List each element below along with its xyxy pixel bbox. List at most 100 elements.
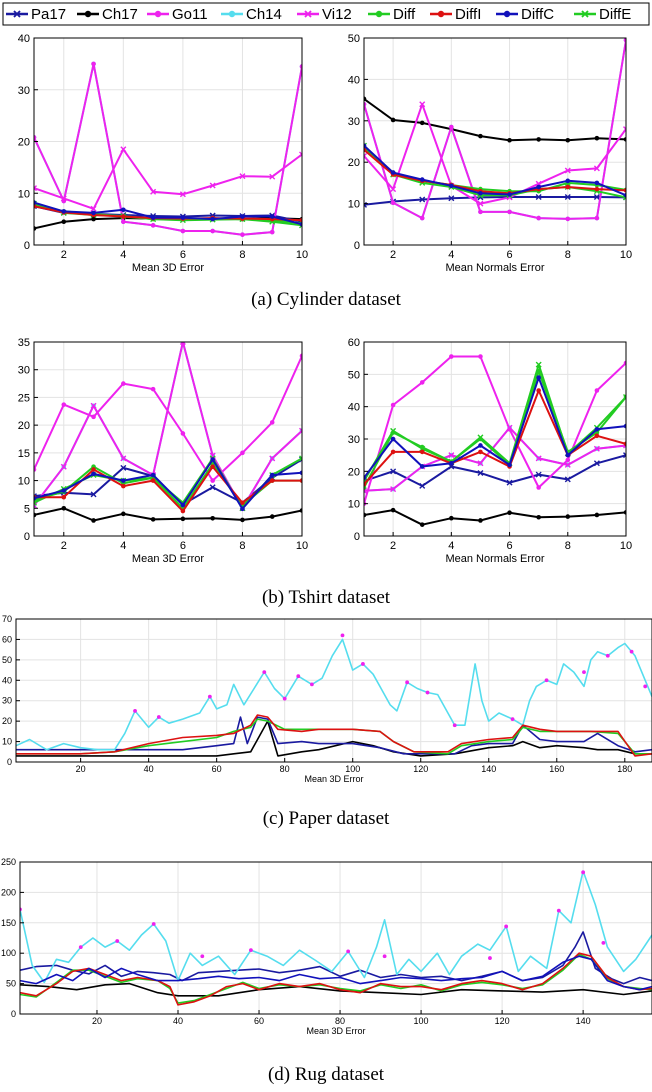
y-tick-label: 40 (2, 675, 12, 685)
data-point (60, 463, 67, 470)
data-point (536, 137, 541, 142)
data-point (180, 508, 186, 514)
series-diffi (364, 147, 626, 196)
data-point (61, 402, 67, 407)
legend-label: Go11 (172, 6, 208, 23)
y-tick-label: 10 (348, 199, 360, 211)
y-tick-label: 0 (354, 531, 360, 543)
axes-frame (33, 341, 303, 537)
data-point (535, 180, 542, 187)
data-point (364, 101, 367, 107)
data-point (91, 518, 96, 523)
series-diffc (34, 200, 302, 227)
data-point (419, 482, 426, 489)
data-point (121, 214, 126, 219)
series-ch14 (34, 61, 302, 237)
y-tick-label: 40 (18, 33, 30, 45)
legend-entry-pa17: Pa17 (6, 6, 66, 23)
x-tick-label: 80 (335, 1016, 345, 1026)
legend-label: DiffE (599, 6, 631, 23)
data-point (594, 388, 600, 393)
series-diffi (16, 714, 652, 757)
x-tick-label: 6 (506, 249, 512, 261)
x-tick-label: 140 (481, 764, 496, 774)
data-point (299, 508, 302, 513)
data-point (151, 922, 156, 926)
series-line (34, 458, 302, 510)
data-point (299, 427, 302, 434)
data-point (449, 124, 454, 130)
series-line (20, 982, 652, 997)
data-point (180, 502, 186, 508)
data-point (390, 436, 396, 442)
y-tick-label: 50 (2, 655, 12, 665)
data-point (150, 472, 156, 478)
data-point (150, 386, 156, 392)
chart-a1: 0 10 20 30 40 2 4 6 8 10 Mean 3D Error (18, 33, 308, 274)
data-point (91, 210, 96, 216)
data-point (240, 500, 245, 506)
data-point (448, 195, 455, 202)
y-tick-label: 50 (6, 979, 16, 989)
data-point (535, 193, 542, 200)
data-point (269, 420, 275, 425)
data-point (382, 954, 387, 959)
data-point (120, 464, 127, 471)
x-tick-label: 60 (212, 764, 222, 774)
legend-label: Vi12 (322, 6, 352, 23)
data-point (623, 394, 626, 400)
x-tick-label: 2 (390, 249, 396, 261)
legend-entry-diffc: DiffC (496, 6, 554, 23)
series-pa17 (34, 456, 302, 508)
series-line (34, 202, 302, 227)
data-point (364, 475, 367, 481)
data-point (121, 381, 126, 386)
data-point (564, 167, 571, 174)
data-point (448, 452, 455, 459)
y-tick-label: 0 (354, 240, 360, 252)
y-tick-label: 50 (348, 369, 360, 381)
data-point (249, 948, 253, 953)
series-group (16, 633, 652, 757)
data-point (299, 217, 302, 223)
legend: Pa17 Ch17 Go11 Ch14 Vi12 Diff DiffI DiffC DiffE (2, 2, 650, 26)
data-point (78, 945, 83, 950)
data-point (535, 455, 542, 462)
data-point (536, 215, 541, 221)
series-line (20, 931, 652, 985)
data-point (565, 137, 571, 143)
legend-entry-diffi: DiffI (430, 6, 481, 23)
series-line (34, 62, 302, 236)
data-point (582, 670, 586, 675)
data-point (364, 147, 367, 153)
data-point (210, 457, 215, 462)
data-point (210, 478, 215, 483)
data-point (390, 170, 396, 175)
series-diffc (34, 457, 302, 512)
data-point (209, 182, 216, 189)
series-go11 (34, 353, 302, 483)
data-point (452, 723, 457, 728)
data-point (478, 518, 483, 523)
y-tick-label: 0 (24, 240, 30, 252)
legend-label: Diff (393, 6, 416, 23)
data-point (507, 209, 512, 215)
data-point (240, 232, 245, 237)
data-point (240, 506, 245, 512)
x-tick-label: 120 (413, 764, 428, 774)
legend-box (2, 2, 650, 26)
series-line (34, 507, 302, 522)
chart-d: 0 50 100 150 200 250 20 40 60 80 100 120 140 Mean 3D … (1, 857, 652, 1036)
x-axis-label: Mean 3D Error (306, 1026, 365, 1036)
data-point (390, 507, 396, 513)
data-point (299, 455, 302, 462)
data-point (449, 183, 454, 189)
x-tick-label: 10 (620, 249, 632, 261)
data-point (623, 188, 626, 193)
data-point (120, 146, 127, 153)
series-line (364, 103, 626, 205)
data-point (34, 512, 37, 518)
caption-d: (d) Rug dataset (268, 1064, 385, 1085)
series-diffc (20, 955, 652, 991)
data-point (536, 368, 541, 374)
